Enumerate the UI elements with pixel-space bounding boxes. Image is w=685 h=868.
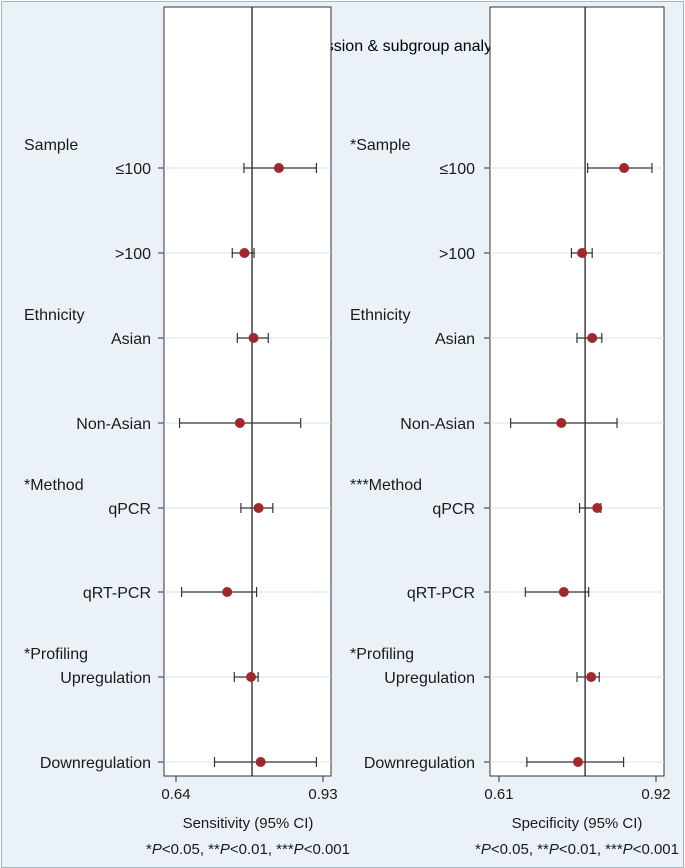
row-label: Non-Asian — [400, 416, 475, 433]
row-label: Non-Asian — [76, 416, 151, 433]
x-axis-label: Sensitivity (95% CI) — [183, 815, 314, 832]
row-label: Upregulation — [60, 670, 151, 687]
group-header: Ethnicity — [350, 307, 410, 324]
row-label: Asian — [111, 331, 151, 348]
row-label: qPCR — [432, 501, 475, 518]
group-header: *Method — [24, 477, 84, 494]
point-estimate — [592, 503, 603, 513]
group-header: *Sample — [350, 137, 411, 154]
row-label: Downregulation — [364, 755, 475, 772]
significance-footnote: *P<0.05, **P<0.01, ***P<0.001 — [475, 841, 679, 858]
group-header: Sample — [24, 137, 78, 154]
x-tick-label: 0.92 — [641, 786, 670, 803]
point-estimate — [246, 672, 257, 682]
row-label: >100 — [439, 246, 475, 263]
x-tick-label: 0.93 — [308, 786, 337, 803]
point-estimate — [253, 503, 264, 513]
significance-footnote: *P<0.05, **P<0.01, ***P<0.001 — [146, 841, 350, 858]
point-estimate — [558, 587, 569, 597]
group-header: *Profiling — [350, 646, 414, 663]
point-estimate — [273, 163, 284, 173]
plot-area — [489, 6, 665, 777]
point-estimate — [586, 672, 597, 682]
point-estimate — [255, 757, 266, 767]
x-tick-label: 0.61 — [484, 786, 513, 803]
row-label: Asian — [435, 331, 475, 348]
row-label: qRT-PCR — [83, 585, 151, 602]
group-header: ***Method — [350, 477, 422, 494]
point-estimate — [619, 163, 630, 173]
x-tick-label: 0.64 — [161, 786, 190, 803]
group-header: Ethnicity — [24, 307, 84, 324]
row-label: Upregulation — [384, 670, 475, 687]
row-label: qRT-PCR — [407, 585, 475, 602]
point-estimate — [239, 248, 250, 258]
point-estimate — [587, 333, 598, 343]
point-estimate — [248, 333, 259, 343]
plot-area — [163, 6, 332, 777]
x-axis-label: Specificity (95% CI) — [512, 815, 643, 832]
point-estimate — [573, 757, 584, 767]
point-estimate — [222, 587, 233, 597]
group-header: *Profiling — [24, 646, 88, 663]
row-label: ≤100 — [116, 161, 152, 178]
point-estimate — [577, 248, 588, 258]
row-label: >100 — [115, 246, 151, 263]
point-estimate — [556, 418, 567, 428]
row-label: qPCR — [108, 501, 151, 518]
point-estimate — [234, 418, 245, 428]
row-label: ≤100 — [440, 161, 476, 178]
row-label: Downregulation — [40, 755, 151, 772]
